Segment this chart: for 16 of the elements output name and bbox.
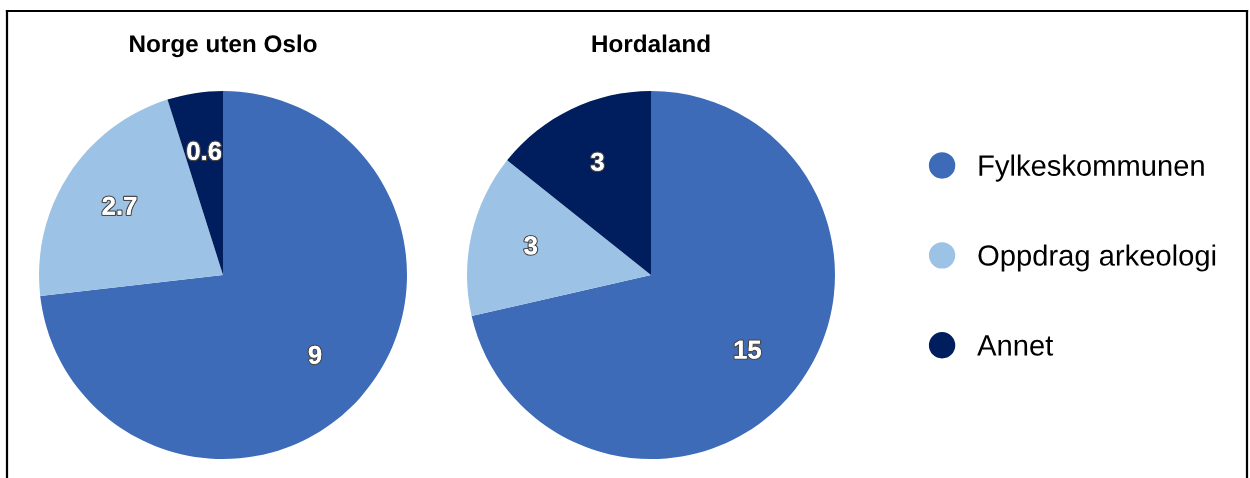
pie-slice <box>471 91 835 459</box>
legend-label: Annet <box>977 335 1054 356</box>
pie-slice <box>507 91 651 275</box>
pie-slice <box>40 91 407 459</box>
data-label: 2.7 <box>102 196 137 215</box>
legend-label: Fylkeskommunen <box>979 154 1204 182</box>
chart-title: Hordaland <box>592 34 710 53</box>
data-label: 0.6 <box>187 141 222 161</box>
pie-slice <box>167 91 223 275</box>
data-label: 15 <box>734 340 761 359</box>
data-label: 3 <box>590 152 604 171</box>
pie-slice <box>39 99 223 297</box>
chart-title: Norge uten Oslo <box>130 34 317 58</box>
data-label: 9 <box>308 345 322 364</box>
legend-label: Oppdrag arkeologi <box>978 244 1216 272</box>
data-label: 3 <box>524 236 538 255</box>
